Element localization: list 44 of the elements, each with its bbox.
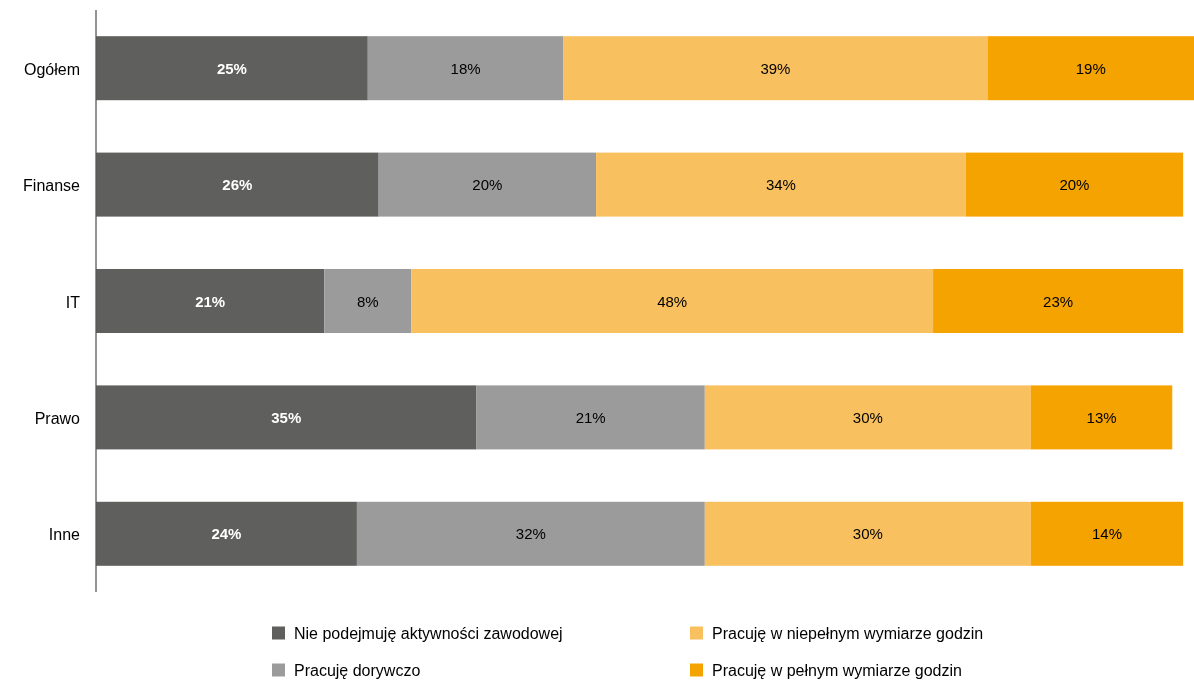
data-label: 48% [657, 292, 688, 310]
data-label: 21% [195, 292, 226, 310]
bar [704, 385, 1031, 450]
data-label: 21% [575, 408, 606, 426]
data-label: 20% [1059, 176, 1090, 194]
legend-label: Pracuję w pełnym wymiarze godzin [712, 661, 962, 679]
bar [965, 152, 1184, 217]
data-label: 19% [1075, 59, 1106, 77]
bar [324, 268, 412, 334]
y-tick-label: Finanse [23, 177, 81, 195]
bar [704, 501, 1031, 566]
bar [411, 268, 934, 334]
data-label: 14% [1092, 525, 1123, 543]
data-label: 20% [472, 176, 503, 194]
data-label: 24% [211, 525, 242, 543]
bar [378, 152, 597, 217]
data-label: 23% [1043, 292, 1074, 310]
y-tick-label: Inne [48, 526, 81, 544]
data-label: 30% [852, 525, 883, 543]
data-label: 32% [515, 525, 546, 543]
bar [476, 385, 705, 450]
y-tick-label: Prawo [34, 409, 81, 427]
data-label: 34% [765, 176, 796, 194]
bar [563, 36, 988, 101]
bar [1030, 385, 1173, 450]
data-label: 18% [450, 59, 481, 77]
bar [1030, 501, 1184, 566]
legend-label: Pracuję w niepełnym wymiarze godzin [712, 624, 984, 642]
bar [596, 152, 966, 217]
legend-label: Pracuję dorywczo [294, 661, 421, 679]
legend-label: Nie podejmuję aktywności zawodowej [294, 624, 563, 642]
bar [356, 501, 705, 566]
data-label: 13% [1086, 408, 1117, 426]
y-tick-label: IT [65, 293, 81, 311]
data-label: 26% [222, 176, 253, 194]
y-tick-label: Ogółem [23, 60, 80, 78]
data-label: 39% [760, 59, 791, 77]
data-label: 35% [271, 408, 302, 426]
data-label: 25% [216, 59, 247, 77]
data-label: 30% [852, 408, 883, 426]
bar [987, 36, 1194, 101]
data-label: 8% [356, 292, 379, 310]
bar [933, 268, 1184, 334]
bar [367, 36, 564, 101]
